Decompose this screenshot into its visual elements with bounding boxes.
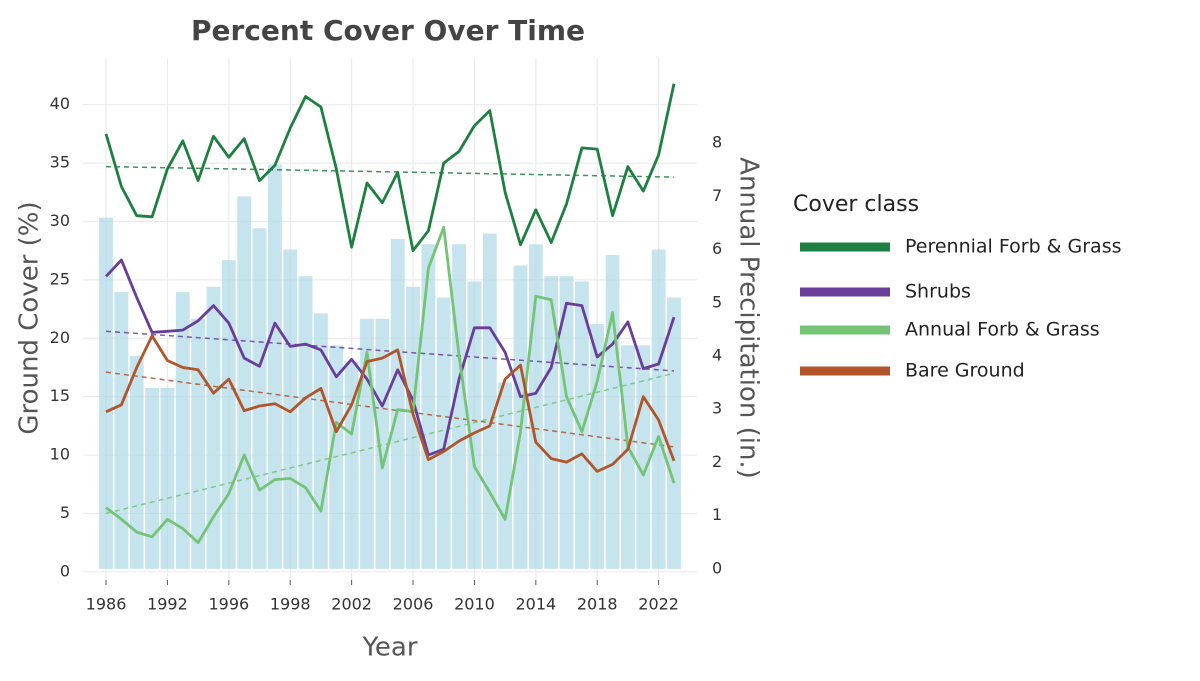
precip-bar	[191, 318, 206, 569]
x-tick-label: 2022	[638, 595, 679, 614]
precip-bar	[114, 292, 129, 569]
precip-bar	[528, 244, 543, 569]
y2-tick-label: 0	[712, 558, 722, 577]
precip-bar	[99, 217, 113, 569]
y-axis-title: Ground Cover (%)	[15, 201, 45, 434]
legend-label: Perennial Forb & Grass	[905, 236, 1122, 258]
precip-bar	[651, 249, 666, 569]
legend-label: Annual Forb & Grass	[905, 319, 1100, 341]
cover-line	[104, 83, 676, 253]
y2-tick-label: 3	[712, 399, 722, 418]
x-tick-label: 2002	[331, 595, 372, 614]
precip-bar	[375, 318, 390, 569]
precip-bar	[574, 281, 589, 569]
precip-bar	[145, 387, 159, 569]
precip-bar	[298, 276, 313, 569]
precip-bar	[206, 286, 221, 569]
precip-bar	[160, 387, 175, 569]
x-tick-label: 1992	[147, 595, 188, 614]
y-tick-label: 10	[50, 445, 70, 464]
trend-line	[105, 371, 675, 448]
legend-label: Shrubs	[905, 281, 971, 303]
x-tick-label: 2018	[577, 595, 618, 614]
cover-line	[105, 225, 676, 544]
chart-title: Percent Cover Over Time	[191, 14, 585, 47]
y2-axis-title: Annual Precipitation (in.)	[734, 157, 764, 479]
y2-tick-label: 7	[712, 186, 722, 205]
precip-bar	[221, 260, 236, 569]
y-tick-label: 0	[60, 561, 70, 580]
y2-tick-label: 1	[712, 505, 722, 524]
precip-bar	[237, 196, 252, 569]
x-tick-label: 2010	[454, 595, 495, 614]
precip-bar	[406, 286, 420, 569]
y-tick-label: 25	[50, 269, 70, 288]
precip-bar	[667, 297, 681, 569]
x-tick-label: 2006	[393, 595, 434, 614]
precip-bar	[498, 382, 513, 569]
precip-bar	[175, 292, 190, 569]
y2-tick-label: 8	[712, 133, 722, 152]
legend-title: Cover class	[793, 192, 919, 217]
trend-line	[105, 330, 675, 372]
y-tick-label: 5	[60, 503, 70, 522]
y-tick-label: 35	[50, 153, 70, 172]
y2-tick-label: 5	[712, 292, 722, 311]
precip-bar	[636, 345, 651, 569]
y2-tick-label: 6	[712, 239, 722, 258]
x-tick-label: 1986	[86, 595, 127, 614]
y-tick-label: 30	[50, 211, 70, 230]
precip-bar	[621, 345, 635, 569]
precip-bar	[283, 249, 298, 569]
precip-bar	[513, 265, 528, 569]
cover-line	[104, 258, 676, 457]
y2-tick-label: 2	[712, 452, 722, 471]
precip-bar	[436, 297, 451, 569]
x-tick-label: 1998	[270, 595, 311, 614]
y2-tick-label: 4	[712, 345, 722, 364]
precip-bar	[421, 244, 436, 569]
precip-bar	[482, 233, 497, 569]
x-axis-title: Year	[361, 633, 417, 663]
precip-bar	[390, 238, 405, 569]
y-tick-label: 40	[50, 94, 70, 113]
x-tick-label: 2014	[515, 595, 556, 614]
precip-bar	[605, 254, 620, 569]
precip-bar	[590, 324, 605, 569]
y-tick-label: 20	[50, 328, 70, 347]
cover-line	[105, 334, 676, 473]
x-tick-label: 1996	[208, 595, 249, 614]
legend-label: Bare Ground	[905, 360, 1025, 382]
precip-bar	[467, 281, 482, 569]
precip-bar	[267, 164, 282, 569]
precip-bar	[559, 276, 574, 569]
trend-line	[106, 165, 674, 178]
y-tick-label: 15	[50, 386, 70, 405]
precip-bar	[544, 276, 559, 569]
precip-bar	[129, 355, 144, 569]
precip-bar	[252, 228, 267, 569]
